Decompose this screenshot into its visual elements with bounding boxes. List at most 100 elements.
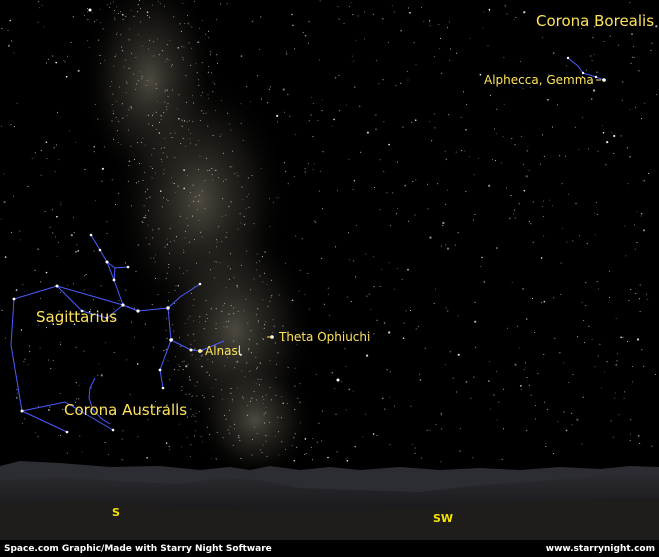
- background-star: [407, 268, 409, 271]
- background-star: [13, 52, 15, 54]
- background-star: [563, 362, 565, 364]
- milky-way-star: [190, 64, 192, 66]
- background-star: [337, 6, 339, 8]
- background-star: [448, 114, 450, 116]
- background-star: [121, 459, 123, 461]
- milky-way-star: [257, 378, 259, 380]
- milky-way-star: [117, 12, 119, 14]
- milky-way-star: [166, 238, 168, 240]
- milky-way-star: [193, 415, 195, 417]
- background-star: [302, 31, 304, 33]
- milky-way-star: [271, 399, 272, 401]
- background-star: [360, 151, 362, 153]
- milky-way-star: [207, 170, 209, 172]
- milky-way-star: [249, 370, 251, 372]
- background-star: [636, 338, 640, 341]
- milky-way-star: [245, 208, 247, 209]
- background-star: [165, 277, 167, 279]
- background-star: [518, 347, 520, 349]
- background-star: [202, 441, 204, 443]
- milky-way-star: [183, 121, 185, 123]
- background-star: [392, 192, 394, 194]
- milky-way-star: [155, 111, 157, 113]
- background-star: [590, 98, 593, 100]
- background-star: [120, 34, 122, 36]
- milky-way-star: [294, 367, 296, 369]
- background-star: [640, 215, 642, 217]
- background-star: [593, 25, 596, 28]
- milky-way-star: [135, 182, 137, 184]
- milky-way-star: [262, 338, 264, 339]
- star-label-alnasl: Alnasl: [205, 344, 242, 358]
- background-star: [410, 310, 411, 311]
- background-star: [517, 325, 518, 327]
- background-star: [382, 18, 384, 20]
- milky-way-star: [131, 52, 132, 54]
- background-star: [220, 3, 222, 5]
- background-star: [73, 282, 74, 284]
- background-star: [251, 397, 253, 399]
- background-star: [147, 419, 149, 421]
- background-star: [0, 125, 2, 127]
- background-star: [338, 18, 340, 20]
- background-star: [594, 366, 596, 368]
- background-star: [368, 293, 370, 295]
- background-star: [165, 442, 168, 444]
- background-star: [299, 401, 301, 404]
- background-star: [435, 424, 437, 425]
- milky-way-star: [182, 369, 184, 370]
- milky-way-star: [264, 324, 265, 326]
- background-star: [496, 371, 498, 373]
- background-star: [314, 220, 316, 222]
- background-star: [293, 459, 296, 462]
- background-star: [63, 60, 65, 61]
- background-star: [656, 94, 658, 96]
- milky-way-star: [141, 75, 143, 77]
- background-star: [526, 377, 528, 378]
- background-star: [546, 409, 548, 411]
- milky-way-star: [86, 19, 88, 21]
- milky-way-star: [209, 269, 211, 271]
- background-star: [630, 419, 632, 421]
- milky-way-star: [215, 458, 217, 460]
- background-star: [373, 286, 375, 288]
- milky-way-star: [168, 267, 169, 268]
- background-star: [304, 293, 306, 295]
- background-star: [88, 46, 90, 48]
- background-star: [600, 387, 602, 389]
- background-star: [161, 161, 163, 163]
- milky-way-star: [131, 106, 132, 108]
- milky-way-star: [173, 330, 175, 332]
- milky-way-star: [165, 106, 167, 108]
- background-star: [568, 381, 570, 383]
- milky-way-star: [152, 237, 154, 239]
- background-star: [353, 179, 356, 182]
- milky-way-star: [270, 296, 272, 298]
- background-star: [60, 434, 62, 436]
- background-star: [121, 438, 123, 440]
- milky-way-star: [130, 9, 132, 11]
- background-star: [634, 224, 635, 226]
- background-star: [58, 310, 60, 313]
- background-star: [353, 86, 356, 88]
- corona-australis-lines: [88, 377, 111, 425]
- background-star: [292, 24, 294, 27]
- background-star: [113, 352, 115, 353]
- background-star: [13, 126, 15, 127]
- milky-way-star: [182, 59, 184, 61]
- milky-way-star: [196, 208, 198, 210]
- background-star: [260, 168, 262, 170]
- background-star: [421, 457, 423, 459]
- background-star: [299, 269, 301, 271]
- background-star: [503, 103, 505, 105]
- background-star: [488, 361, 490, 363]
- milky-way-star: [177, 369, 179, 371]
- background-star: [381, 268, 383, 270]
- background-star: [242, 139, 244, 141]
- background-star: [183, 169, 185, 171]
- milky-way-star: [184, 23, 186, 25]
- compass-south: S: [112, 506, 120, 519]
- milky-way-star: [232, 444, 234, 446]
- background-star: [113, 138, 114, 140]
- milky-way-star: [303, 453, 305, 455]
